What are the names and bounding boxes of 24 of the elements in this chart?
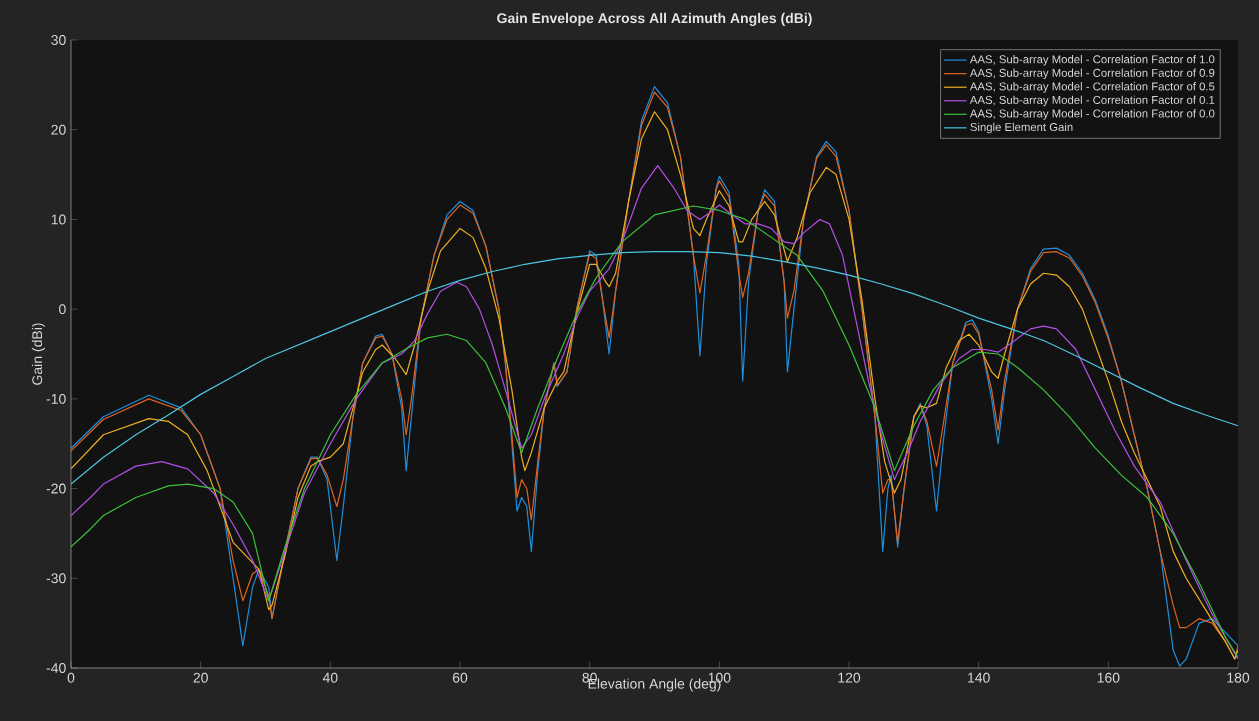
y-tick-label: 20 [51, 124, 66, 135]
y-axis-title: Gain (dBi) [31, 323, 45, 385]
y-tick-label: -40 [46, 663, 66, 673]
legend-label: AAS, Sub-array Model - Correlation Factor of 0.0 [969, 109, 1215, 120]
y-tick-label: -20 [46, 483, 66, 494]
legend-label: AAS, Sub-array Model - Correlation Factor of 1.0 [969, 55, 1215, 66]
chart-title: Gain Envelope Across All Azimuth Angles (dBi) [497, 12, 812, 26]
y-tick-label: 0 [59, 304, 66, 315]
legend-label: AAS, Sub-array Model - Correlation Factor of 0.9 [969, 68, 1215, 80]
x-tick-label: 40 [322, 672, 338, 683]
y-tick-label: 30 [51, 35, 66, 45]
y-tick-label: -30 [46, 573, 66, 584]
x-tick-label: 60 [452, 672, 468, 683]
x-tick-label: 0 [67, 672, 75, 683]
x-tick-label: 20 [193, 672, 208, 683]
legend-label: AAS, Sub-array Model - Correlation Factor of 0.5 [969, 82, 1215, 93]
x-tick-label: 140 [968, 672, 990, 683]
y-tick-label: -10 [46, 393, 66, 404]
legend-label: Single Element Gain [970, 122, 1073, 134]
y-tick-label: 10 [51, 214, 66, 225]
x-tick-label: 160 [1097, 672, 1120, 683]
x-tick-label: 180 [1227, 672, 1250, 683]
x-tick-label: 120 [838, 672, 861, 683]
legend-label: AAS, Sub-array Model - Correlation Factor of 0.1 [969, 95, 1215, 107]
